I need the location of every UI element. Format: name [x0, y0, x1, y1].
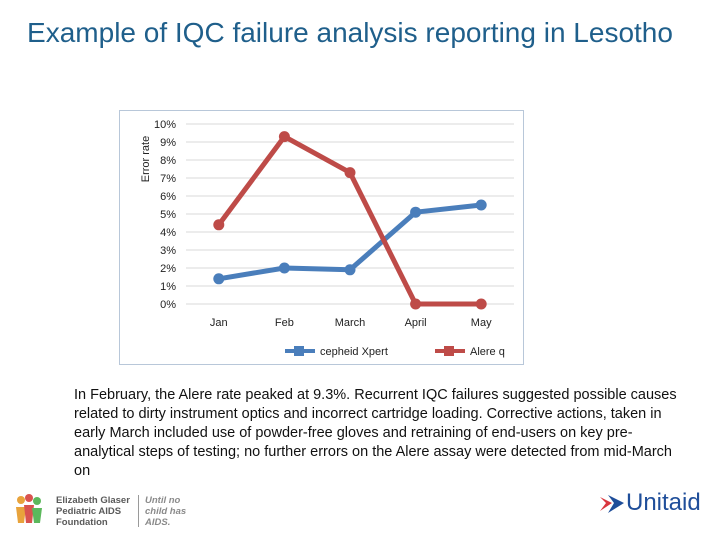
- x-tick-label: May: [471, 317, 492, 329]
- y-tick-label: 8%: [160, 155, 176, 167]
- legend-label: cepheid Xpert: [320, 346, 388, 358]
- data-point: [475, 298, 487, 310]
- y-axis-label: Error rate: [140, 136, 152, 182]
- egpaf-logo: Elizabeth Glaser Pediatric AIDS Foundati…: [12, 491, 242, 531]
- y-tick-label: 4%: [160, 227, 176, 239]
- data-point: [475, 199, 487, 211]
- y-tick-label: 10%: [154, 119, 176, 131]
- y-tick-label: 3%: [160, 245, 176, 257]
- line-chart: Error rate 0% 1% 2% 3% 4% 5% 6% 7% 8% 9% 10% Jan Fe…: [119, 110, 524, 365]
- data-point: [410, 206, 422, 218]
- unitaid-wordmark: Unitaid: [626, 489, 701, 516]
- egpaf-tagline: Until no child has AIDS.: [145, 495, 187, 528]
- data-point: [344, 264, 356, 276]
- chart-svg: Error rate 0% 1% 2% 3% 4% 5% 6% 7% 8% 9% 10% Jan Fe…: [140, 119, 514, 358]
- series-line: [216, 134, 482, 307]
- egpaf-children-icon: [16, 494, 42, 523]
- y-tick-label: 9%: [160, 137, 176, 149]
- data-point: [278, 262, 290, 274]
- unitaid-logo: Unitaid: [598, 487, 713, 523]
- egpaf-name: Elizabeth Glaser Pediatric AIDS Foundati…: [56, 495, 130, 528]
- unitaid-arrow-icon: [600, 495, 624, 513]
- y-tick-label: 2%: [160, 263, 176, 275]
- y-tick-label: 5%: [160, 209, 176, 221]
- y-tick-label: 0%: [160, 299, 176, 311]
- x-tick-label: Feb: [275, 317, 294, 329]
- legend-marker: [294, 346, 304, 356]
- legend-marker: [444, 346, 454, 356]
- data-point: [278, 131, 290, 143]
- x-tick-label: Jan: [210, 317, 228, 329]
- x-tick-label: March: [335, 317, 366, 329]
- data-point: [213, 219, 225, 231]
- logo-divider: [138, 495, 139, 527]
- y-tick-label: 1%: [160, 281, 176, 293]
- data-point: [213, 273, 225, 285]
- legend-label: Alere q: [470, 346, 505, 358]
- data-point: [344, 167, 356, 179]
- y-tick-label: 7%: [160, 173, 176, 185]
- analysis-text: In February, the Alere rate peaked at 9.…: [74, 387, 677, 479]
- x-tick-label: April: [405, 317, 427, 329]
- footer: Elizabeth Glaser Pediatric AIDS Foundati…: [0, 485, 720, 540]
- data-point: [410, 298, 422, 310]
- y-tick-label: 6%: [160, 191, 176, 203]
- slide-title: Example of IQC failure analysis reportin…: [27, 17, 673, 48]
